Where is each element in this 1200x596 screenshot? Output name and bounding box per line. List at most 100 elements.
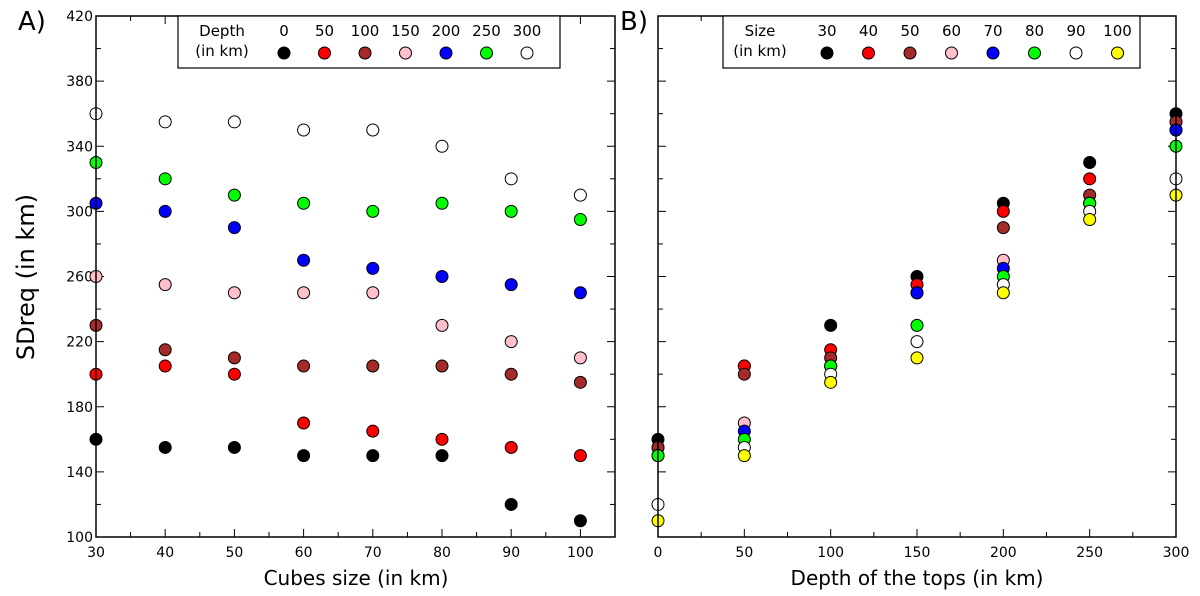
point-a-250-40 xyxy=(158,172,172,186)
legend-label-a: 100 xyxy=(351,22,380,40)
point-a-100-50 xyxy=(227,351,241,365)
y-tick-label: 380 xyxy=(66,74,93,90)
point-a-0-100 xyxy=(573,514,587,528)
legend-swatch-b xyxy=(1111,46,1124,60)
x-tick-label-b: 250 xyxy=(1076,545,1103,561)
point-b-30-250 xyxy=(1083,156,1097,170)
point-a-250-50 xyxy=(227,188,241,202)
point-b-100-50 xyxy=(737,449,751,463)
point-a-50-100 xyxy=(573,449,587,463)
legend-swatch-a xyxy=(358,46,372,60)
x-tick-label-a: 50 xyxy=(225,545,243,561)
legend-label-b: 40 xyxy=(859,22,878,40)
point-b-40-200 xyxy=(996,204,1010,218)
legend-box-a xyxy=(177,15,561,69)
y-tick-label: 220 xyxy=(66,335,93,351)
point-a-200-80 xyxy=(435,270,449,283)
legend-label-a: 0 xyxy=(279,22,289,40)
x-tick-label-b: 50 xyxy=(735,545,753,561)
point-a-50-90 xyxy=(504,440,518,454)
point-a-50-80 xyxy=(435,432,449,446)
point-a-100-90 xyxy=(504,367,518,381)
point-b-50-50 xyxy=(737,367,751,381)
point-a-100-100 xyxy=(573,375,587,389)
scatter-points-a xyxy=(89,107,587,528)
legend-box-b xyxy=(722,15,1141,69)
point-a-250-60 xyxy=(297,196,311,210)
y-tick-label: 180 xyxy=(66,400,93,416)
point-a-100-60 xyxy=(297,359,311,373)
point-b-80-150 xyxy=(910,318,924,332)
y-axis-label: SDreq (in km) xyxy=(12,194,40,360)
point-a-200-70 xyxy=(366,261,380,275)
legend-label-b: 60 xyxy=(942,22,961,40)
scatter-points-b xyxy=(651,107,1183,528)
legend-title-a-line1: Depth xyxy=(199,22,245,40)
legend-label-b: 30 xyxy=(817,22,836,40)
legend-swatch-b xyxy=(986,46,1000,60)
point-a-0-70 xyxy=(366,449,380,463)
x-tick-label-a: 80 xyxy=(433,545,451,561)
y-tick-label: 420 xyxy=(66,9,93,25)
legend-swatch-b xyxy=(903,46,917,60)
y-tick-label: 140 xyxy=(66,465,93,481)
point-a-250-80 xyxy=(435,196,449,210)
point-a-0-40 xyxy=(158,440,172,454)
point-a-0-50 xyxy=(227,440,241,454)
x-axis-label-a: Cubes size (in km) xyxy=(264,566,449,590)
point-a-150-70 xyxy=(366,286,380,300)
panel-a: A) 100 140 180 220 260 300 340 380 420 30 40 50 60 70… xyxy=(12,7,616,590)
point-a-200-50 xyxy=(227,221,241,235)
point-a-300-80 xyxy=(435,139,449,153)
y-tick-label: 100 xyxy=(66,530,93,546)
point-a-300-50 xyxy=(227,115,241,129)
point-a-100-70 xyxy=(366,359,380,373)
point-a-150-100 xyxy=(573,351,587,365)
point-a-300-90 xyxy=(504,172,518,186)
legend-label-b: 100 xyxy=(1103,22,1132,40)
point-a-50-50 xyxy=(227,367,241,381)
legend-swatch-b xyxy=(1069,46,1083,60)
point-a-200-100 xyxy=(573,286,587,300)
legend-entries-a: 0 50 100 150 200 250 300 xyxy=(277,22,542,60)
legend-label-b: 70 xyxy=(983,22,1002,40)
point-a-250-90 xyxy=(504,204,518,218)
point-a-200-60 xyxy=(297,253,311,267)
point-b-30-100 xyxy=(824,318,838,332)
point-b-100-200 xyxy=(996,286,1010,300)
x-tick-label-b: 100 xyxy=(817,545,844,561)
legend-label-a: 250 xyxy=(472,22,501,40)
legend-swatch-a xyxy=(318,46,331,60)
x-tick-label-b: 150 xyxy=(904,545,931,561)
legend-title-a-line2: (in km) xyxy=(195,42,248,60)
legend-label-a: 300 xyxy=(513,22,542,40)
panel-label-b: B) xyxy=(620,7,648,37)
point-a-0-60 xyxy=(297,449,311,463)
legend-swatch-a xyxy=(399,46,412,60)
x-axis-label-b: Depth of the tops (in km) xyxy=(791,566,1044,590)
legend-label-b: 50 xyxy=(900,22,919,40)
x-tick-label-a: 70 xyxy=(364,545,382,561)
point-a-100-80 xyxy=(435,359,449,373)
point-a-0-80 xyxy=(435,449,449,463)
point-b-100-100 xyxy=(824,375,838,389)
point-b-50-200 xyxy=(996,221,1010,235)
y-tick-label: 260 xyxy=(66,270,93,286)
legend-label-b: 90 xyxy=(1066,22,1085,40)
legend-swatch-b xyxy=(820,46,834,60)
x-tick-label-a: 40 xyxy=(156,545,174,561)
point-a-150-80 xyxy=(435,318,449,332)
legend-swatch-a xyxy=(439,46,453,60)
point-a-150-40 xyxy=(158,278,172,292)
x-tick-label-b: 300 xyxy=(1163,545,1190,561)
point-b-70-150 xyxy=(910,286,924,300)
legend-title-b-line2: (in km) xyxy=(733,42,786,60)
point-a-300-40 xyxy=(158,115,172,129)
x-tick-label-a: 60 xyxy=(295,545,313,561)
point-a-100-40 xyxy=(158,343,172,357)
point-a-50-40 xyxy=(158,359,172,373)
legend-swatch-a xyxy=(277,46,291,60)
point-a-150-50 xyxy=(227,286,241,300)
x-tick-label-a: 100 xyxy=(567,545,594,561)
